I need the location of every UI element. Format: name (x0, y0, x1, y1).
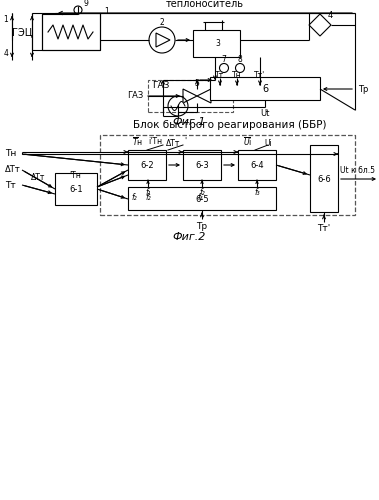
Text: ': ' (184, 137, 186, 146)
Text: Блок быстрого реагирования (ББР): Блок быстрого реагирования (ББР) (133, 120, 327, 130)
Text: Тт: Тт (215, 70, 225, 80)
Text: ГАЗ: ГАЗ (152, 81, 169, 90)
Text: ΔТт: ΔТт (166, 139, 180, 148)
Text: 6-2: 6-2 (140, 160, 154, 170)
Text: f₃: f₃ (254, 188, 260, 197)
Bar (42, 13, 100, 50)
Text: 9: 9 (84, 0, 89, 8)
Text: f₃: f₃ (197, 192, 203, 202)
Text: Тр: Тр (358, 84, 368, 94)
Text: Тт': Тт' (254, 70, 266, 80)
Bar (183, 150, 221, 180)
Text: Тн: Тн (232, 70, 242, 80)
Text: ΔТт: ΔТт (31, 174, 45, 182)
Text: 6-5: 6-5 (195, 194, 209, 203)
Text: 1: 1 (104, 6, 109, 16)
Bar (55, 173, 97, 205)
Text: f₂: f₂ (199, 188, 205, 197)
Text: $\overline{T}$н: $\overline{T}$н (133, 135, 144, 148)
Bar (210, 77, 320, 100)
Bar (238, 150, 276, 180)
Text: 2: 2 (160, 18, 164, 27)
Text: 4: 4 (328, 11, 333, 20)
Bar (310, 145, 338, 212)
Bar (128, 150, 166, 180)
Text: Фиг.1: Фиг.1 (172, 117, 206, 127)
Text: f₂: f₂ (145, 194, 151, 202)
Text: Ut: Ut (260, 109, 270, 118)
Text: 6-4: 6-4 (250, 160, 264, 170)
Text: Ui: Ui (264, 139, 272, 148)
Text: f₂: f₂ (131, 192, 136, 202)
Text: 6: 6 (262, 84, 268, 94)
Text: 'Тн: 'Тн (69, 171, 81, 180)
Text: 7: 7 (222, 55, 226, 64)
Text: ГАЗ: ГАЗ (127, 92, 143, 100)
Text: Ut к бл.5: Ut к бл.5 (340, 166, 375, 175)
Text: 4: 4 (3, 48, 8, 58)
Text: 5: 5 (194, 79, 199, 88)
Text: $\overline{U}$i: $\overline{U}$i (243, 135, 252, 148)
Text: теплоноситель: теплоноситель (166, 0, 244, 9)
Text: Тт: Тт (5, 180, 16, 190)
Text: Фиг.2: Фиг.2 (172, 232, 206, 242)
Bar (148, 80, 233, 112)
Text: ΔТт: ΔТт (5, 166, 21, 174)
Bar (128, 187, 276, 210)
Bar (100, 135, 355, 215)
Text: 6-3: 6-3 (195, 160, 209, 170)
Text: ГЭЦ: ГЭЦ (12, 27, 32, 37)
Text: Тр: Тр (196, 222, 208, 231)
Text: Тт': Тт' (317, 224, 330, 233)
Text: 6-6: 6-6 (317, 174, 331, 184)
Text: 1: 1 (3, 16, 8, 24)
Text: f₁: f₁ (145, 188, 151, 197)
Text: 3: 3 (216, 40, 221, 48)
Text: Тн: Тн (5, 150, 16, 158)
Text: i'Tн: i'Tн (148, 137, 162, 146)
Text: 8: 8 (238, 55, 243, 64)
Bar (193, 30, 240, 57)
Text: 6-1: 6-1 (69, 184, 83, 194)
